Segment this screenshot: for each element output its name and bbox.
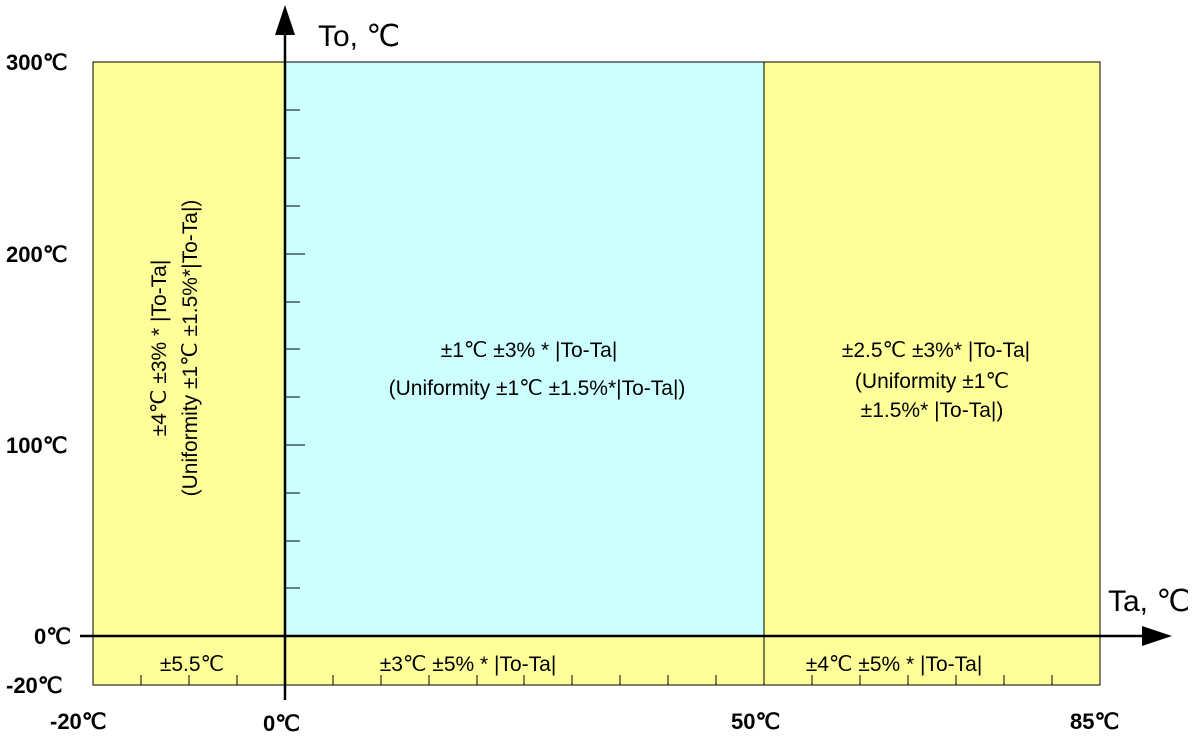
zone-lower-band: [93, 636, 1100, 685]
zone-right-upper-line2: (Uniformity ±1℃: [855, 370, 1009, 393]
zone-right-upper: [764, 62, 1100, 636]
y-tick-label-100: 100℃: [6, 433, 67, 458]
x-minor-ticks: [140, 675, 1053, 685]
x-tick-label-50: 50℃: [731, 709, 780, 734]
zone-left-upper-text: ±4℃ ±3% * |To-Ta| (Uniformity ±1℃ ±1.5%*…: [148, 200, 202, 497]
x-axis-arrow: [1142, 626, 1172, 646]
x-tick-label-85: 85℃: [1070, 709, 1119, 734]
zone-right-upper-line3: ±1.5%* |To-Ta|): [861, 399, 1004, 422]
zone-right-upper-line1: ±2.5℃ ±3%* |To-Ta|: [842, 339, 1030, 362]
y-tick-label-minus20: -20℃: [6, 673, 63, 698]
zone-left-lower-text: ±5.5℃: [160, 653, 224, 676]
zone-left-upper-line1: ±4℃ ±3% * |To-Ta|: [148, 260, 171, 437]
zone-right-lower-text: ±4℃ ±5% * |To-Ta|: [806, 653, 983, 676]
zone-center-upper-line2: (Uniformity ±1℃ ±1.5%*|To-Ta|): [389, 377, 686, 400]
y-axis-arrow: [275, 5, 295, 35]
zone-left-upper-line2: (Uniformity ±1℃ ±1.5%*|To-Ta|): [179, 200, 202, 497]
zone-center-upper-line1: ±1℃ ±3% * |To-Ta|: [441, 339, 618, 362]
zone-center-lower-text: ±3℃ ±5% * |To-Ta|: [380, 653, 557, 676]
zone-left-upper: [93, 62, 285, 636]
y-minor-ticks: [285, 61, 305, 589]
zone-center-upper: [285, 62, 764, 636]
y-tick-label-0: 0℃: [34, 624, 71, 649]
y-tick-label-300: 300℃: [6, 50, 67, 75]
x-axis-title: Ta, ℃: [1108, 585, 1190, 618]
y-axis-title: To, ℃: [318, 20, 400, 53]
y-tick-label-200: 200℃: [6, 242, 67, 267]
x-tick-label-minus20: -20℃: [50, 709, 107, 734]
x-tick-label-0: 0℃: [263, 711, 300, 736]
